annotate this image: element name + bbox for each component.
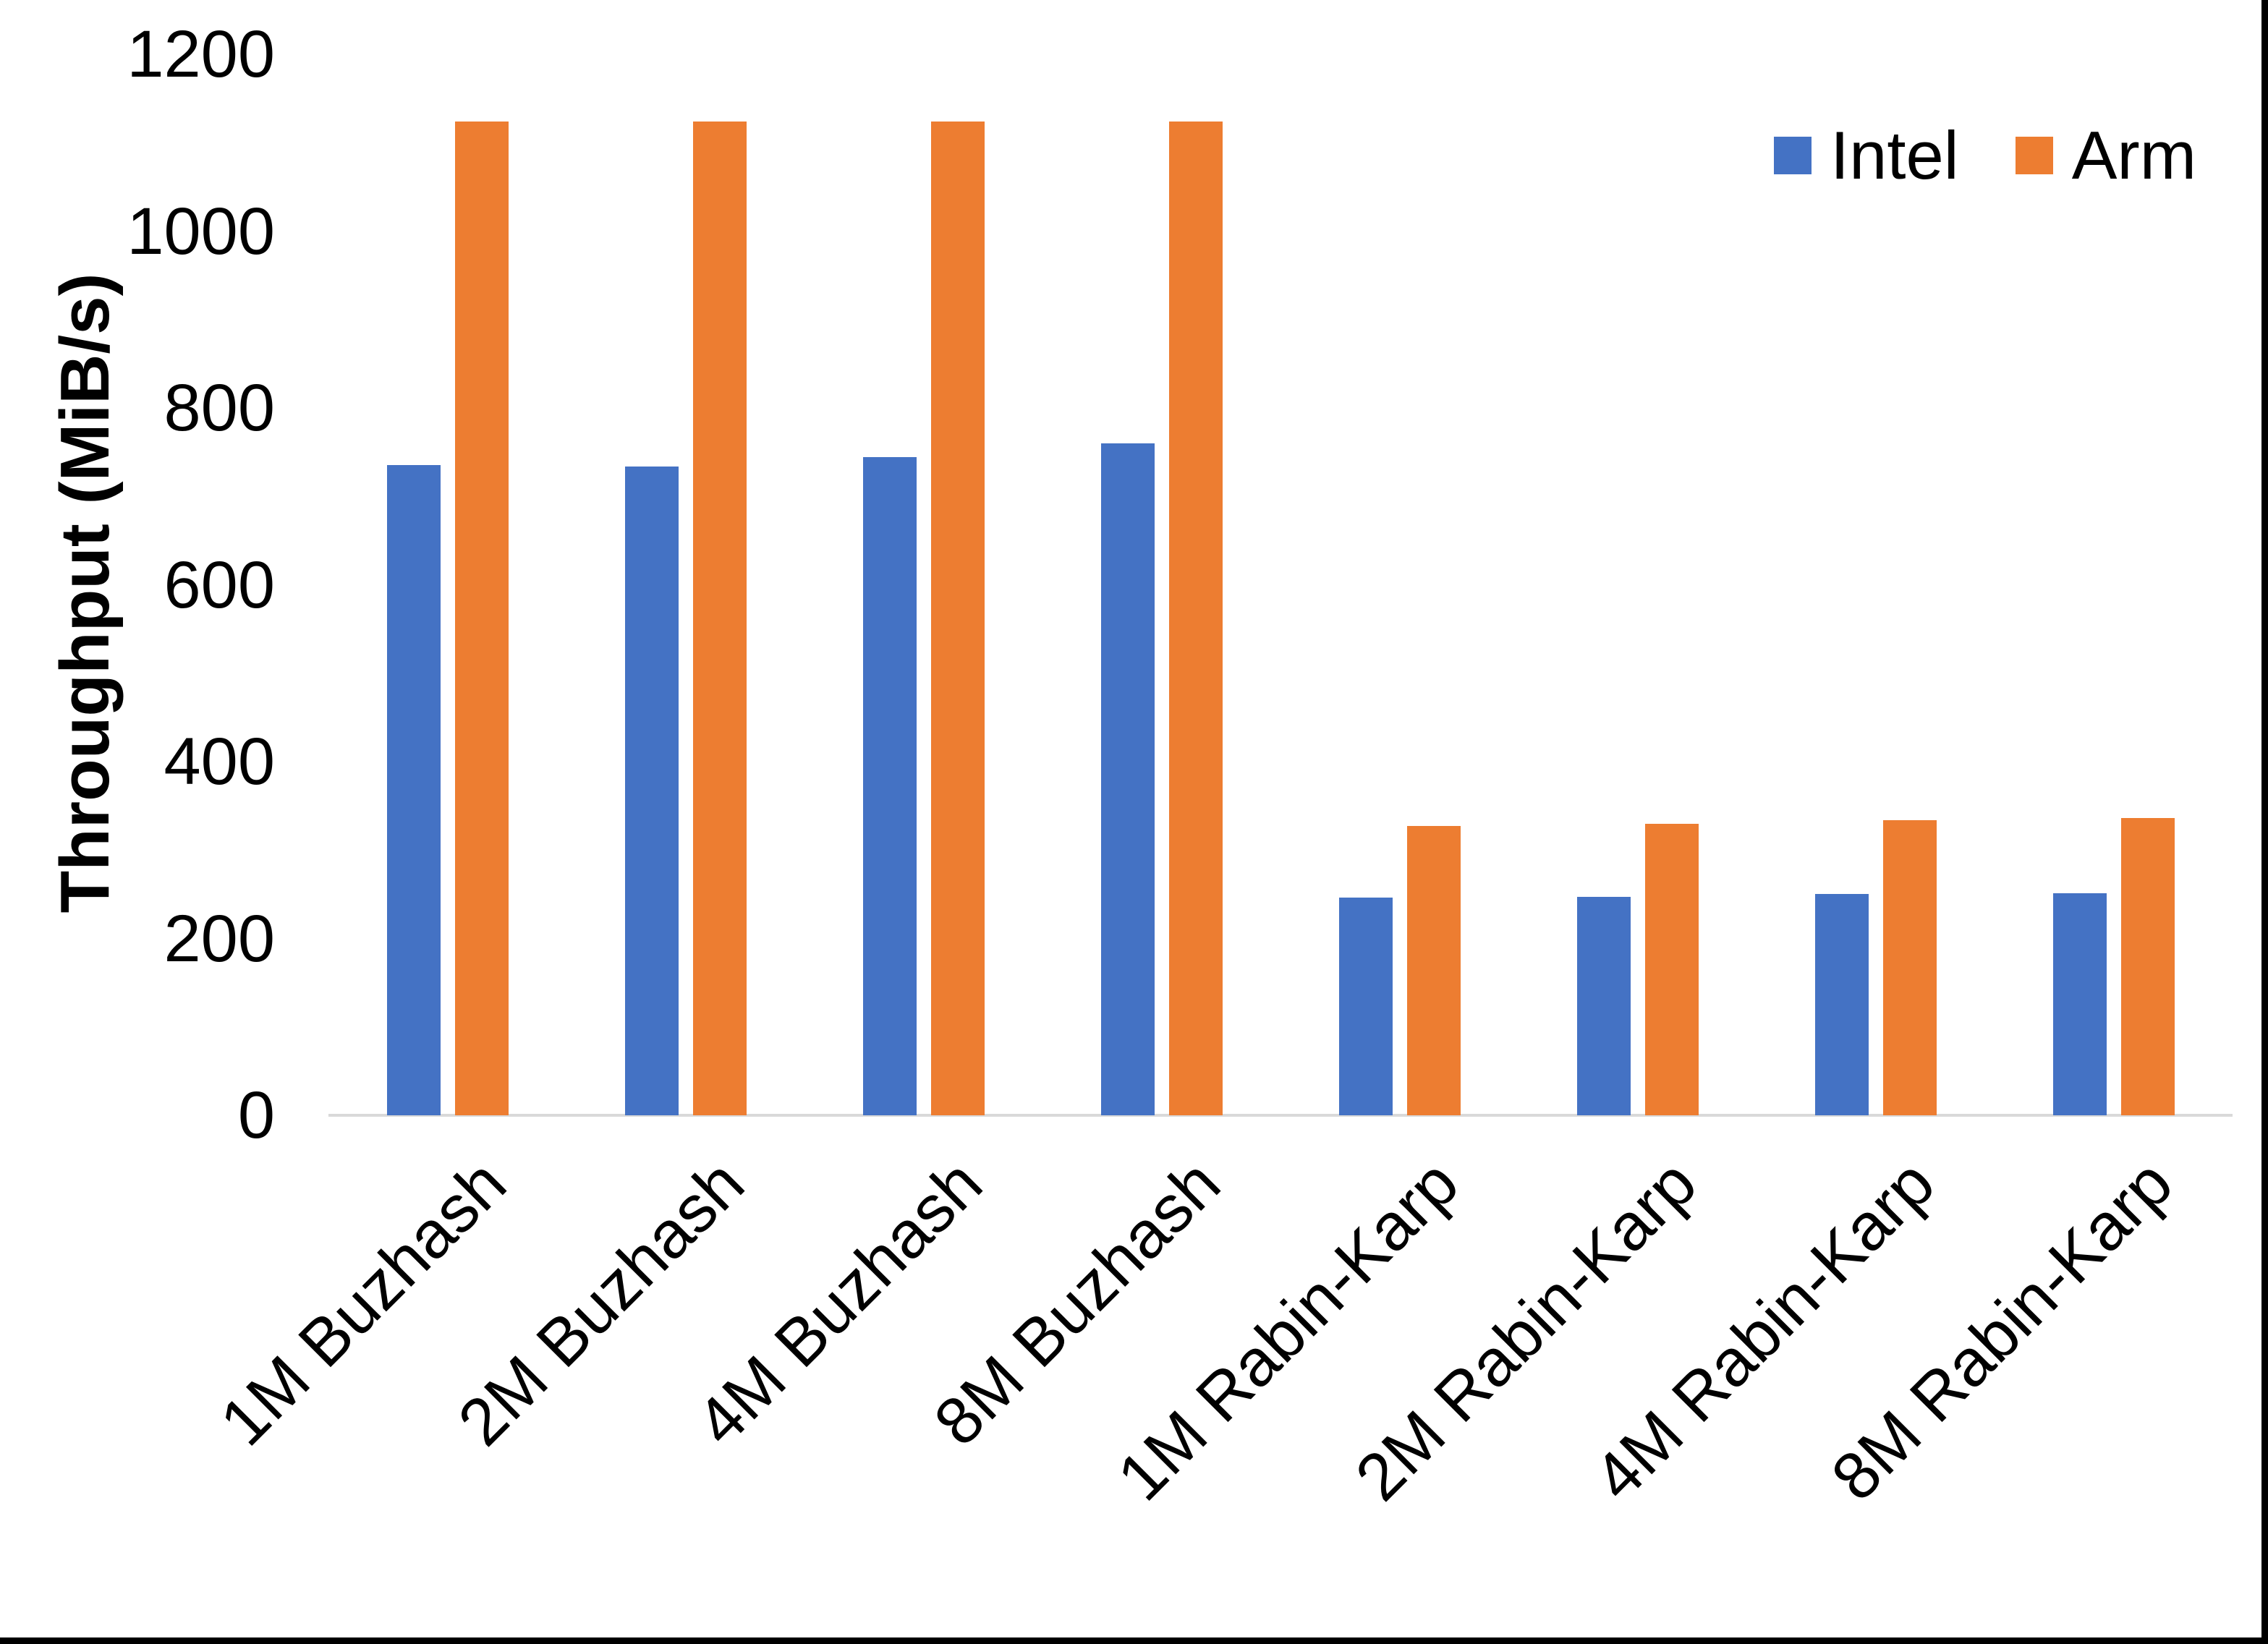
bar-arm-1m-rabin-karp [1406,826,1461,1115]
bar-arm-1m-buzhash [454,122,509,1115]
y-axis-ticks: 0 200 400 600 800 1000 1200 [0,21,276,1149]
y-tick-800: 800 [163,371,276,445]
x-axis-labels: 1M Buzhash 2M Buzhash 4M Buzhash 8M Buzhash… [206,1146,2233,1583]
bar-arm-2m-buzhash [692,122,747,1115]
bar-intel-4m-buzhash [862,457,917,1115]
y-tick-400: 400 [163,725,276,798]
y-tick-200: 200 [163,901,276,976]
y-tick-600: 600 [163,548,276,622]
frame-edge-bottom [0,1637,2268,1644]
y-tick-0: 0 [237,1078,275,1152]
bar-arm-8m-buzhash [1168,122,1223,1115]
bar-arm-2m-rabin-karp [1644,824,1699,1115]
bar-intel-2m-buzhash [624,467,679,1115]
x-axis-line [328,1114,2233,1117]
bar-intel-1m-buzhash [386,465,441,1115]
bar-intel-8m-buzhash [1100,443,1155,1115]
legend-item-arm: Arm [2015,117,2196,193]
bar-intel-2m-rabin-karp [1576,897,1631,1115]
legend-item-intel: Intel [1774,122,1959,189]
y-tick-1000: 1000 [127,194,275,268]
y-axis-title-text: Throughput (MiB/s) [46,273,124,913]
bar-arm-4m-rabin-karp [1882,820,1937,1115]
y-tick-1200: 1200 [127,17,275,91]
bar-intel-4m-rabin-karp [1814,894,1869,1115]
bar-intel-8m-rabin-karp [2052,893,2107,1115]
legend-swatch-intel [1774,137,1812,174]
frame-edge-right [2261,0,2268,1644]
legend-label-intel: Intel [1830,117,1959,193]
plot-area [328,54,2233,1117]
bar-intel-1m-rabin-karp [1338,898,1393,1115]
bar-arm-8m-rabin-karp [2120,818,2175,1115]
bar-arm-4m-buzhash [930,122,985,1115]
legend-label-arm: Arm [2071,117,2196,193]
legend-swatch-arm [2015,137,2053,174]
legend: Intel Arm [1774,122,2196,189]
